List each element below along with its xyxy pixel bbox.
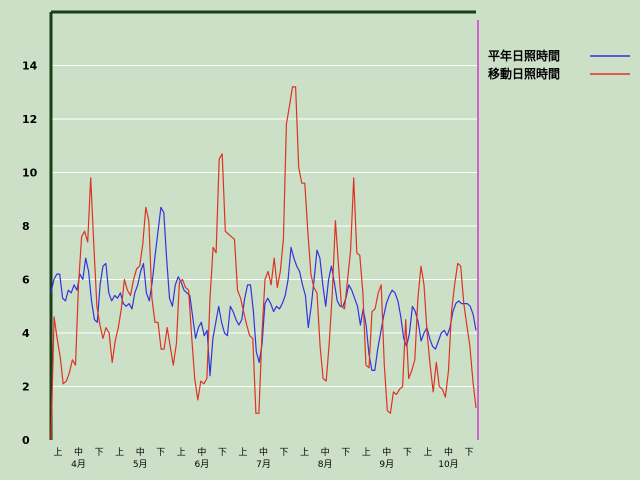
y-tick-labels: 0 2 4 6 8 10 12 14 xyxy=(22,60,38,448)
y-tick-label: 8 xyxy=(22,220,30,233)
y-tick-label: 14 xyxy=(22,60,38,73)
x-tick-label: 中 xyxy=(444,446,453,458)
month-label: 10月 xyxy=(438,459,458,470)
axes xyxy=(49,10,479,440)
x-tick-label: 下 xyxy=(280,448,289,458)
legend-label: 平年日照時間 xyxy=(488,48,560,63)
x-tick-label: 中 xyxy=(259,446,268,458)
y-tick-label: 6 xyxy=(22,274,30,287)
x-tick-label: 中 xyxy=(74,446,83,458)
month-label: 6月 xyxy=(194,459,209,470)
month-label: 8月 xyxy=(318,459,333,470)
x-tick-label: 上 xyxy=(177,447,186,458)
month-label: 9月 xyxy=(379,459,394,470)
legend-label: 移動日照時間 xyxy=(488,66,560,81)
month-label: 7月 xyxy=(256,459,271,470)
x-tick-label: 中 xyxy=(136,446,145,458)
y-tick-label: 10 xyxy=(22,167,38,180)
x-tick-label: 上 xyxy=(53,447,62,458)
y-tick-label: 4 xyxy=(22,327,30,340)
x-tick-label: 中 xyxy=(321,446,330,458)
x-tick-label: 下 xyxy=(218,448,227,458)
month-label: 5月 xyxy=(133,459,148,470)
y-tick-label: 12 xyxy=(22,113,37,126)
x-tick-label: 下 xyxy=(464,448,473,458)
x-tick-label: 下 xyxy=(341,448,350,458)
month-label: 4月 xyxy=(71,459,86,470)
series-line-2 xyxy=(50,86,477,441)
x-tick-label: 下 xyxy=(403,448,412,458)
x-tick-label: 中 xyxy=(382,446,391,458)
series-lines xyxy=(50,86,477,441)
x-tick-label: 上 xyxy=(238,447,247,458)
x-tick-label: 下 xyxy=(95,448,104,458)
x-tick-labels: 上中下上中下上中下上中下上中下上中下上中下4月 5月 6月 7月 8月 9月 10月 xyxy=(53,446,473,470)
x-tick-label: 上 xyxy=(300,447,309,458)
x-tick-label: 中 xyxy=(197,446,206,458)
x-tick-label: 上 xyxy=(362,447,371,458)
x-tick-label: 上 xyxy=(423,447,432,458)
x-tick-label: 下 xyxy=(156,448,165,458)
y-tick-label: 2 xyxy=(22,381,30,394)
x-tick-label: 上 xyxy=(115,447,124,458)
y-tick-label: 0 xyxy=(22,434,30,447)
